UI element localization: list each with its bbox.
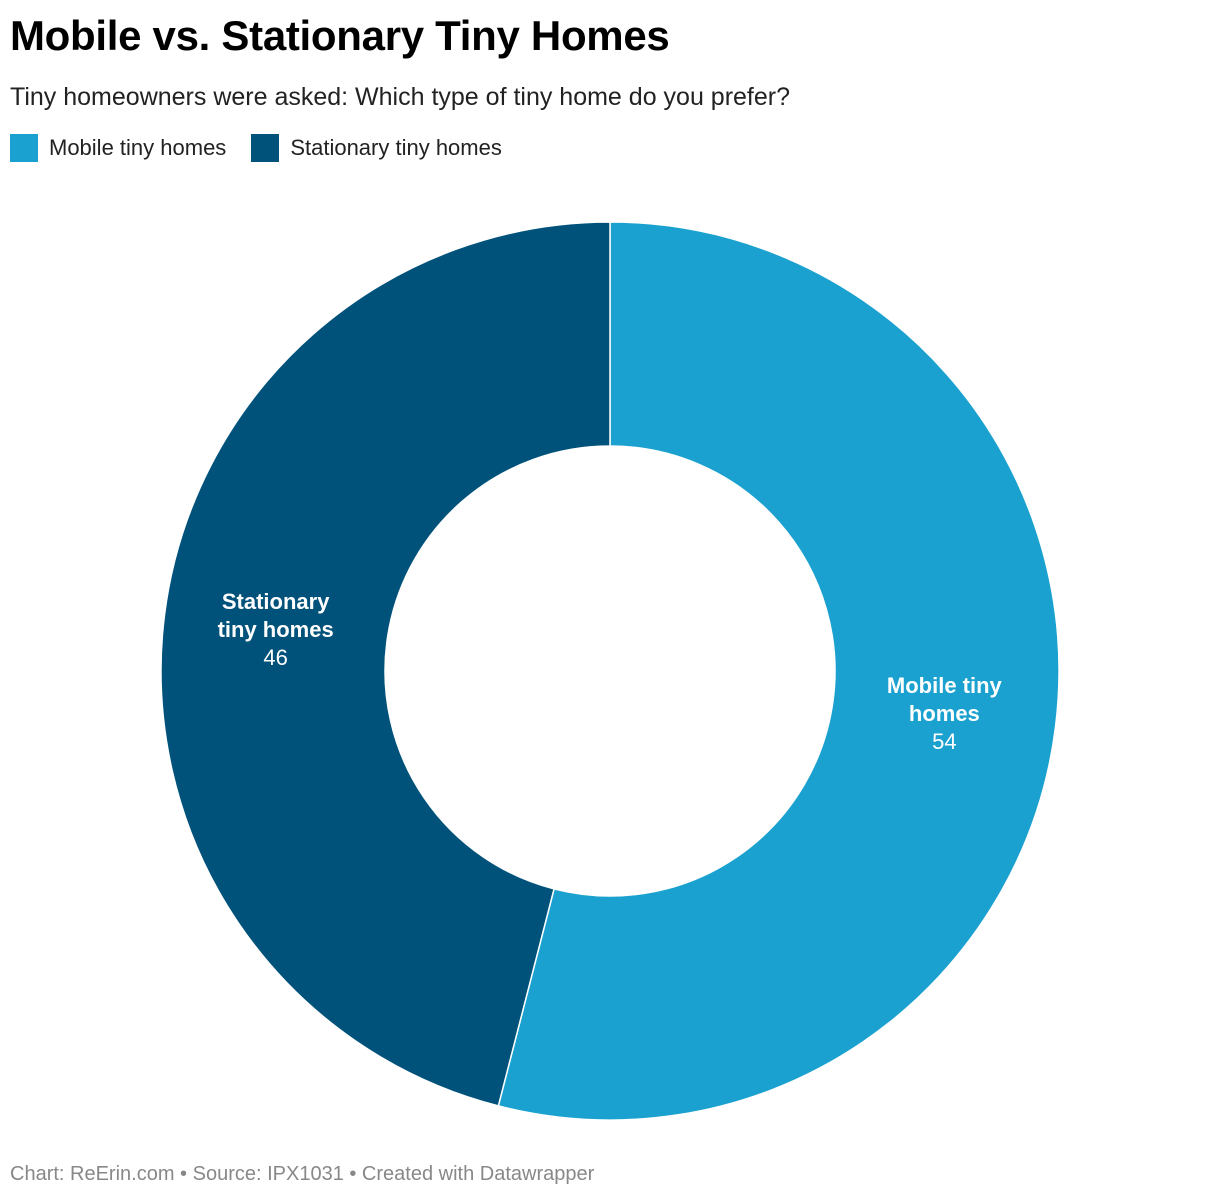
legend-item-stationary: Stationary tiny homes (251, 134, 502, 162)
chart-title: Mobile vs. Stationary Tiny Homes (10, 12, 670, 59)
chart-subtitle: Tiny homeowners were asked: Which type o… (10, 83, 791, 111)
donut-slice-mobile (497, 221, 1060, 1121)
slice-label-stationary-line-2: tiny homes (218, 617, 334, 642)
legend-label-stationary: Stationary tiny homes (290, 135, 502, 160)
slice-label-stationary: Stationary tiny homes 46 (218, 589, 334, 670)
slice-label-stationary-line-1: Stationary (222, 589, 330, 614)
chart-footer: Chart: ReErin.com • Source: IPX1031 • Cr… (10, 1163, 595, 1185)
slice-label-mobile-line-1: Mobile tiny (887, 673, 1003, 698)
legend-swatch-mobile (10, 134, 38, 162)
donut-slice-stationary (160, 221, 611, 1107)
legend-swatch-stationary (251, 134, 280, 162)
slice-value-mobile: 54 (932, 729, 956, 754)
slice-value-stationary: 46 (263, 645, 287, 670)
slice-label-mobile: Mobile tiny homes 54 (887, 673, 1003, 754)
slice-label-mobile-line-2: homes (909, 701, 980, 726)
chart-legend: Mobile tiny homes Stationary tiny homes (10, 132, 527, 164)
legend-label-mobile: Mobile tiny homes (49, 135, 227, 160)
legend-item-mobile: Mobile tiny homes (10, 134, 226, 162)
